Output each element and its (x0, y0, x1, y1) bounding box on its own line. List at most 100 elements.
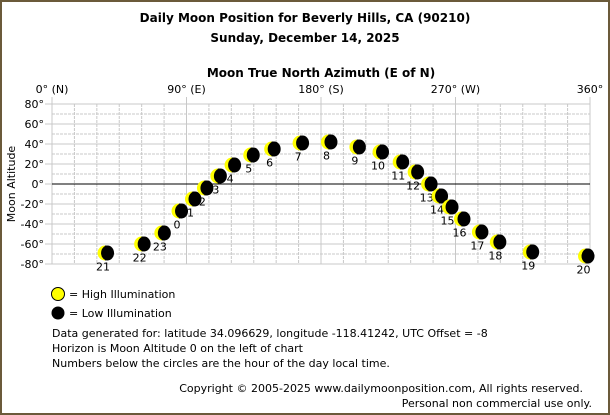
hour-label: 11 (391, 170, 405, 183)
copyright: Copyright © 2005-2025 www.dailymoonposit… (179, 382, 583, 395)
moon-point: 8 (320, 134, 338, 163)
moon-point: 11 (391, 154, 410, 183)
hour-label: 9 (351, 155, 358, 168)
x-tick-label: 270° (W) (431, 83, 480, 96)
moon-point: 7 (292, 135, 310, 164)
moon-point: 0 (171, 203, 189, 232)
x-tick-label: 360° (577, 83, 604, 96)
hour-label: 4 (227, 173, 234, 186)
hour-label: 10 (371, 160, 385, 173)
moon-point: 22 (133, 236, 151, 265)
x-axis-label: Moon True North Azimuth (E of N) (207, 66, 435, 80)
hour-label: 13 (420, 192, 434, 205)
y-tick-label: -20° (21, 198, 44, 211)
y-axis-label: Moon Altitude (5, 146, 18, 223)
moon-point: 4 (224, 157, 242, 186)
moon-point: 5 (243, 147, 260, 176)
moon-dark-half (192, 191, 200, 207)
moon-dark-half (105, 245, 113, 261)
moon-point: 6 (264, 141, 281, 170)
moon-dark-half (380, 144, 388, 160)
hour-label: 22 (133, 252, 147, 265)
hour-label: 0 (174, 219, 181, 232)
moon-dark-half (250, 147, 259, 163)
moon-point: 21 (96, 245, 115, 274)
moon-point: 18 (488, 234, 507, 263)
hour-label: 21 (96, 261, 110, 274)
y-tick-label: 60° (25, 118, 45, 131)
moon-point: 19 (521, 244, 540, 273)
moon-point: 23 (153, 225, 171, 254)
moon-dark-half (204, 180, 212, 196)
moon-dark-half (439, 188, 447, 204)
y-tick-label: 80° (25, 98, 45, 111)
hour-label: 23 (153, 241, 167, 254)
moon-dark-half (449, 199, 458, 215)
moon-dark-half (530, 244, 538, 260)
hour-label: 7 (295, 151, 302, 164)
moon-dark-half (400, 154, 408, 170)
moon-point: 15 (441, 199, 459, 228)
moon-point: 10 (371, 144, 390, 173)
chart-subtitle: Sunday, December 14, 2025 (210, 31, 399, 45)
moon-point: 17 (470, 224, 489, 253)
moon-point: 14 (430, 188, 449, 217)
chart-title: Daily Moon Position for Beverly Hills, C… (140, 11, 471, 25)
moon-dark-half (300, 135, 308, 151)
hour-label: 14 (430, 204, 444, 217)
moon-point: 12 (406, 164, 425, 193)
hour-label: 16 (452, 227, 466, 240)
hour-label: 8 (323, 150, 330, 163)
moon-dark-half (328, 134, 336, 150)
note-hours: Numbers below the circles are the hour o… (52, 357, 390, 370)
moon-point: 20 (577, 248, 595, 277)
moon-dark-half (141, 236, 150, 252)
hour-label: 15 (441, 215, 455, 228)
moon-point: 13 (420, 176, 438, 205)
moon-dark-half (217, 168, 226, 184)
hour-label: 5 (245, 163, 252, 176)
y-tick-label: -60° (21, 238, 44, 251)
hour-label: 18 (488, 250, 502, 263)
moon-dark-half (415, 164, 423, 180)
hour-label: 17 (470, 240, 484, 253)
x-tick-label: 90° (E) (167, 83, 206, 96)
usage-notice: Personal non commercial use only. (402, 397, 592, 410)
note-horizon: Horizon is Moon Altitude 0 on the left o… (52, 342, 304, 355)
y-tick-label: -40° (21, 218, 44, 231)
legend-low-swatch (51, 306, 65, 320)
x-tick-label: 0° (N) (36, 83, 69, 96)
moon-dark-half (356, 139, 365, 155)
y-tick-label: -80° (21, 258, 44, 271)
moon-dark-half (479, 224, 487, 240)
moon-dark-half (161, 225, 170, 241)
moon-dark-half (428, 176, 437, 192)
legend-low-label: = Low Illumination (69, 307, 172, 320)
x-tick-label: 180° (S) (298, 83, 344, 96)
moon-dark-half (497, 234, 505, 250)
moon-dark-half (232, 157, 240, 173)
moon-dark-half (271, 141, 280, 157)
hour-label: 3 (212, 184, 219, 197)
y-tick-label: 0° (32, 178, 45, 191)
hour-label: 20 (577, 264, 591, 277)
note-location: Data generated for: latitude 34.096629, … (52, 327, 488, 340)
moon-dark-half (179, 203, 187, 219)
moon-dark-half (461, 211, 469, 227)
moon-point: 9 (349, 139, 366, 168)
legend: = High Illumination = Low Illumination (51, 287, 175, 320)
y-tick-label: 40° (25, 138, 45, 151)
hour-label: 1 (187, 207, 194, 220)
hour-label: 6 (266, 157, 273, 170)
y-tick-label: 20° (25, 158, 45, 171)
hour-label: 2 (199, 196, 206, 209)
moon-point: 16 (452, 211, 471, 240)
legend-high-label: = High Illumination (69, 288, 175, 301)
legend-high-swatch (51, 287, 65, 301)
moon-point: 1 (184, 191, 202, 220)
moon-point: 3 (210, 168, 227, 197)
moon-dark-half (585, 248, 594, 264)
hour-label: 12 (406, 180, 420, 193)
